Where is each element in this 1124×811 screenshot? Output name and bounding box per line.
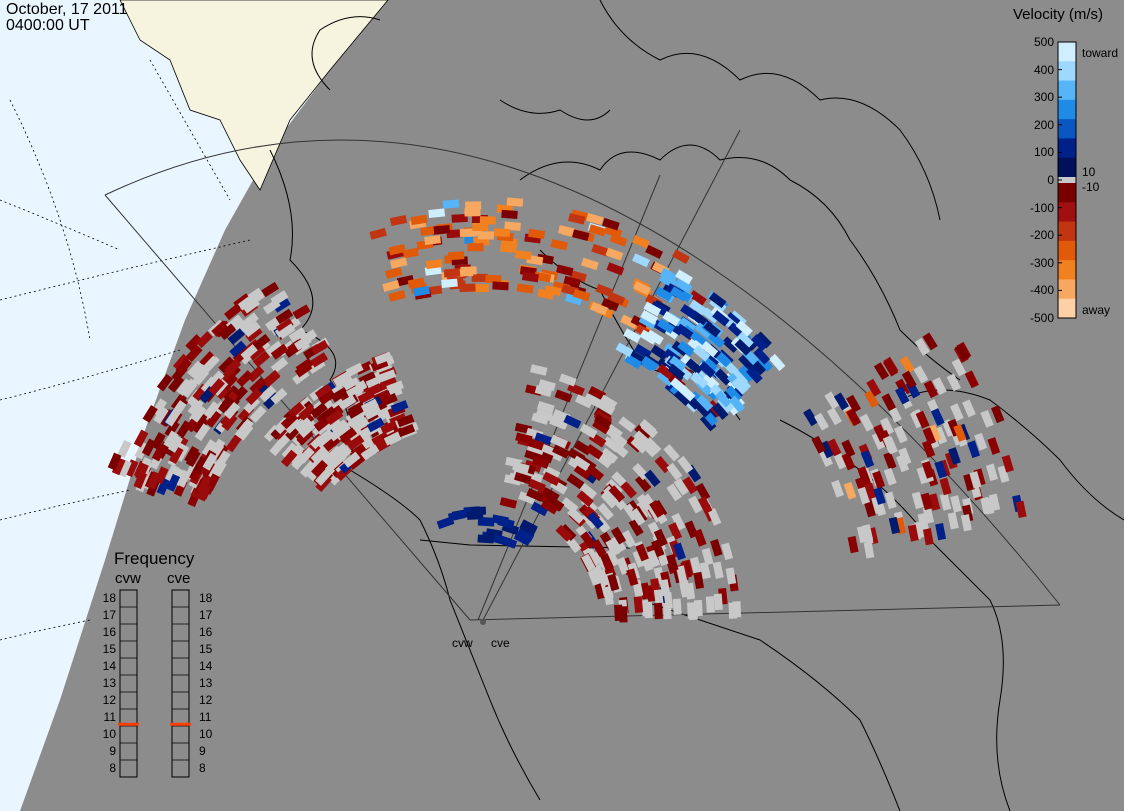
colorbar-tick-label: 500 (1033, 35, 1054, 49)
site-marker-cvw (480, 619, 486, 625)
freq-scale-label: 10 (102, 727, 116, 741)
time-label: 0400:00 UT (6, 17, 90, 34)
freq-scale-label: 16 (102, 625, 116, 639)
colorbar-segment (1058, 183, 1076, 203)
colorbar-segment (1058, 157, 1076, 178)
colorbar-segment (1058, 119, 1076, 139)
freq-scale-label: 12 (102, 693, 116, 707)
colorbar-title: Velocity (m/s) (1013, 6, 1104, 23)
freq-scale-label: 12 (199, 693, 213, 707)
freq-box (119, 589, 138, 778)
frequency-boxes (118, 589, 191, 778)
velocity-colorbar (1057, 41, 1077, 319)
colorbar-segment (1058, 221, 1076, 242)
colorbar-threshold-pos: 10 (1082, 165, 1096, 179)
freq-scale-label: 8 (199, 761, 206, 775)
freq-scale-label: 8 (109, 761, 116, 775)
date-label: October, 17 2011 (6, 1, 128, 18)
colorbar-tick-label: -300 (1029, 255, 1054, 270)
sunlit-land (119, 0, 389, 191)
colorbar-segment (1058, 202, 1076, 223)
freq-scale-label: 9 (199, 744, 206, 758)
freq-scale-label: 15 (102, 642, 116, 656)
colorbar-tick-label: -400 (1029, 283, 1054, 298)
freq-box (171, 589, 190, 778)
colorbar-toward-label: toward (1082, 46, 1119, 60)
colorbar-segment (1058, 61, 1076, 82)
colorbar-tick-label: 400 (1033, 62, 1054, 77)
colorbar-segment (1058, 298, 1076, 319)
freq-scale-label: 13 (199, 676, 213, 690)
colorbar-segment (1058, 260, 1076, 280)
scatter-cells (107, 197, 1027, 623)
colorbar-tick-label: 300 (1033, 90, 1054, 105)
colorbar-tick-label: -200 (1029, 228, 1054, 243)
freq-scale-label: 15 (199, 642, 213, 656)
freq-scale-label: 11 (199, 710, 212, 724)
colorbar-away-label: away (1082, 303, 1111, 317)
freq-scale-label: 10 (199, 727, 213, 741)
colorbar-segment (1058, 42, 1076, 62)
site-label-cve: cve (491, 636, 510, 650)
freq-scale-label: 17 (199, 608, 213, 622)
freq-scale-label: 16 (199, 625, 213, 639)
colorbar-threshold-neg: -10 (1082, 180, 1100, 194)
freq-scale-label: 18 (199, 591, 213, 605)
freq-scale-label: 18 (102, 591, 116, 605)
grid-dotted (0, 59, 251, 641)
colorbar-tick-label: 200 (1033, 117, 1054, 132)
frequency-title: Frequency (114, 549, 195, 568)
colorbar-zero-band (1058, 177, 1076, 183)
colorbar-segment (1058, 80, 1076, 101)
site-label-cvw: cvw (452, 636, 473, 650)
freq-scale-label: 14 (102, 659, 116, 673)
colorbar-segment (1058, 279, 1076, 300)
colorbar-segment (1058, 99, 1076, 120)
colorbar-tick-label: 0 (1047, 173, 1054, 187)
freq-radar-label-cve: cve (167, 570, 191, 587)
colorbar-tick-label: -500 (1029, 311, 1054, 325)
freq-scale-label: 17 (102, 608, 116, 622)
freq-scale-label: 13 (102, 676, 116, 690)
freq-scale-label: 11 (103, 710, 116, 724)
freq-scale-label: 9 (109, 744, 116, 758)
colorbar-tick-label: 100 (1033, 145, 1054, 160)
colorbar-segment (1058, 240, 1076, 261)
colorbar-segment (1058, 138, 1076, 159)
freq-scale-label: 14 (199, 659, 213, 673)
freq-radar-label-cvw: cvw (115, 570, 141, 587)
colorbar-tick-label: -100 (1029, 200, 1054, 215)
sunlit-region (0, 0, 388, 811)
